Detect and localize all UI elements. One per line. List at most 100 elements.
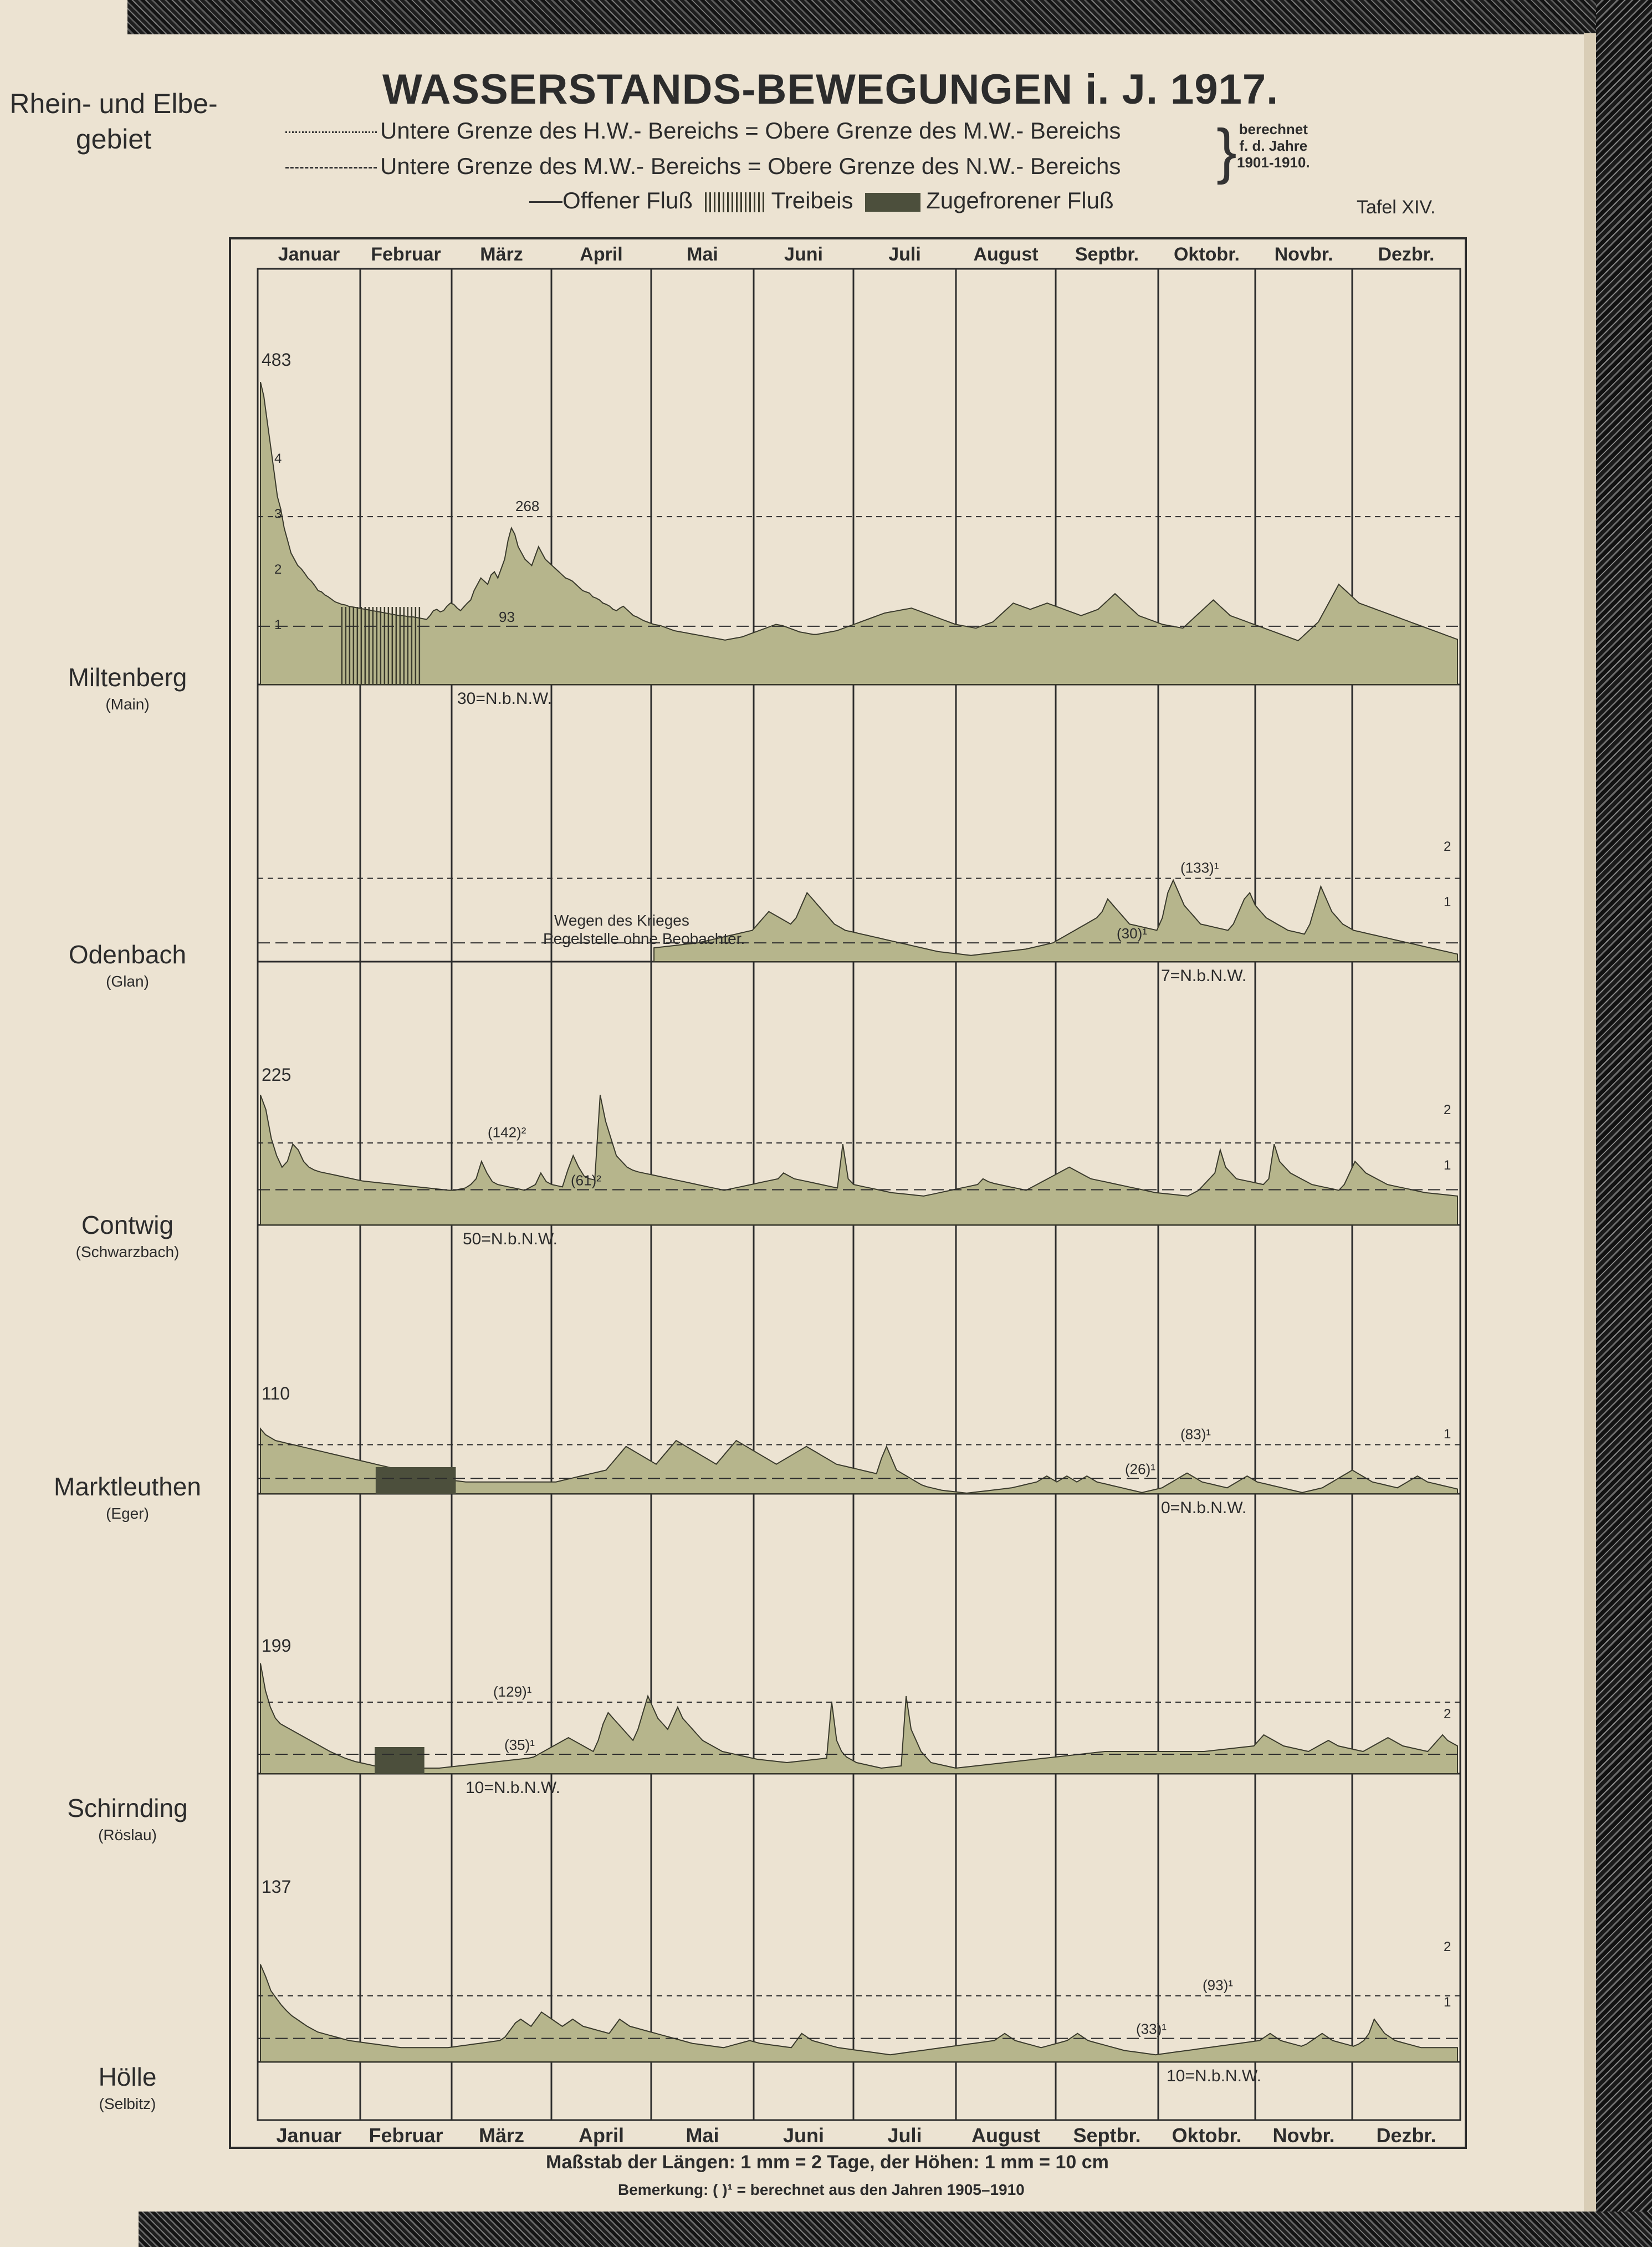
river-name: (Eger)	[106, 1505, 149, 1522]
water-level-chart: Januar Februar März April Mai Juni Juli August S…	[229, 237, 1467, 2149]
month-label-bottom: Januar	[276, 2124, 341, 2147]
hw-value-label: (142)²	[488, 1124, 526, 1141]
marbled-binding-right	[1596, 0, 1652, 2247]
region-line-1: Rhein- und Elbe-	[9, 88, 218, 119]
scale-tick-label: 2	[274, 562, 282, 577]
mw-value-label: (26)¹	[1125, 1460, 1155, 1477]
scale-tick-label: 3	[274, 507, 282, 522]
month-label-top: Novbr.	[1275, 244, 1333, 265]
month-label-bottom: Juli	[887, 2124, 922, 2147]
region-line-2: gebiet	[75, 124, 152, 155]
legend-row-2: Untere Grenze des M.W.- Bereichs = Obere…	[285, 153, 1121, 180]
water-level-area-contwig	[260, 1095, 1458, 1225]
max-value-label: 110	[262, 1383, 290, 1403]
frozen-swatch	[865, 192, 921, 212]
marbled-binding-bottom	[139, 2212, 1652, 2247]
water-level-area-miltenberg	[260, 381, 1458, 685]
scale-tick-label: 4	[274, 451, 282, 466]
station-name: Schirnding	[67, 1794, 188, 1822]
footer-scale: Maßstab der Längen: 1 mm = 2 Tage, der H…	[546, 2152, 1109, 2173]
calc-note-1: berechnet	[1239, 121, 1308, 137]
station-name: Hölle	[98, 2062, 157, 2091]
month-label-top: Septbr.	[1075, 244, 1139, 265]
legend-row-1: Untere Grenze des H.W.- Bereichs = Obere…	[285, 118, 1121, 144]
calc-note: berechnet f. d. Jahre 1901-1910.	[1237, 121, 1310, 171]
brace-icon: }	[1216, 117, 1237, 185]
scale-tick-label: 2	[1444, 839, 1451, 854]
calc-note-3: 1901-1910.	[1237, 154, 1310, 171]
river-name: (Röslau)	[98, 1826, 157, 1843]
war-note-line-1: Wegen des Krieges	[554, 912, 689, 929]
river-name: (Main)	[105, 696, 150, 713]
month-label-bottom: Novbr.	[1272, 2124, 1334, 2147]
frozen-river-block	[375, 1747, 424, 1774]
hw-value-label: (93)¹	[1203, 1977, 1233, 1994]
month-label-bottom: Mai	[686, 2124, 719, 2147]
water-level-area-schirnding	[260, 1663, 1458, 1774]
dotted-line-sample	[285, 131, 377, 134]
region-label: Rhein- und Elbe- gebiet	[0, 86, 227, 157]
dashed-line-sample	[285, 167, 377, 169]
month-label-top: Dezbr.	[1378, 244, 1434, 265]
scale-tick-label: 1	[1444, 1427, 1451, 1442]
legend-mw-text: Untere Grenze des M.W.- Bereichs = Obere…	[380, 153, 1121, 179]
chart-frame	[229, 237, 1467, 2149]
max-value-label: 137	[262, 1877, 291, 1897]
war-note-line-2: Pegelstelle ohne Beobachter.	[543, 930, 745, 947]
month-label-bottom: April	[579, 2124, 624, 2147]
month-label-bottom: März	[479, 2124, 524, 2147]
scale-tick-label: 1	[1444, 1995, 1451, 2010]
scale-tick-label: 2	[1444, 1939, 1451, 1954]
plate-number: Tafel XIV.	[1357, 197, 1436, 218]
station-label-contwig: Contwig (Schwarzbach)	[17, 1210, 238, 1261]
station-name: Odenbach	[68, 940, 187, 969]
scale-tick-label: 1	[274, 617, 282, 632]
station-label-hoelle: Hölle (Selbitz)	[17, 2062, 238, 2113]
nnw-label: 50=N.b.N.W.	[463, 1230, 558, 1248]
station-name: Contwig	[81, 1211, 174, 1239]
mw-value-label: (35)¹	[504, 1737, 535, 1753]
nnw-label: 30=N.b.N.W.	[457, 690, 552, 708]
station-name: Miltenberg	[68, 663, 187, 692]
month-label-bottom: Juni	[783, 2124, 824, 2147]
station-label-miltenberg: Miltenberg (Main)	[17, 662, 238, 713]
legend-drift-text: Treibeis	[771, 187, 853, 213]
month-label-top: Oktobr.	[1174, 244, 1240, 265]
max-value-label: 225	[262, 1065, 291, 1085]
mw-value-label: 93	[499, 609, 515, 625]
water-level-area-odenbach	[653, 879, 1458, 962]
month-label-bottom: Oktobr.	[1172, 2124, 1241, 2147]
month-label-top: Juni	[784, 244, 823, 265]
nnw-label: 10=N.b.N.W.	[1167, 2067, 1261, 2085]
nnw-label: 7=N.b.N.W.	[1161, 967, 1246, 985]
plot-frame	[257, 268, 1461, 2121]
month-label-top: August	[973, 244, 1038, 265]
river-name: (Glan)	[106, 973, 149, 990]
river-name: (Schwarzbach)	[75, 1243, 180, 1260]
month-label-top: April	[580, 244, 622, 265]
scale-tick-label: 2	[1444, 1707, 1451, 1722]
solid-line-sample	[529, 201, 562, 203]
hw-value-label: (83)¹	[1180, 1426, 1211, 1442]
nnw-label: 0=N.b.N.W.	[1161, 1499, 1246, 1517]
legend-hw-text: Untere Grenze des H.W.- Bereichs = Obere…	[380, 118, 1121, 144]
month-label-bottom: Februar	[369, 2124, 443, 2147]
station-label-schirnding: Schirnding (Röslau)	[17, 1793, 238, 1844]
max-value-label: 483	[262, 350, 291, 370]
month-label-top: Mai	[687, 244, 718, 265]
month-label-top: Juli	[888, 244, 921, 265]
drift-ice-swatch	[704, 192, 766, 212]
mw-value-label: (33)¹	[1136, 2021, 1167, 2037]
water-level-area-hölle	[260, 1964, 1458, 2062]
legend-open-text: Offener Fluß	[562, 187, 693, 213]
month-label-top: Januar	[278, 244, 340, 265]
mw-value-label: (61)²	[571, 1172, 601, 1188]
scale-tick-label: 1	[1444, 895, 1451, 910]
nnw-label: 10=N.b.N.W.	[466, 1779, 560, 1797]
max-value-label: 199	[262, 1636, 291, 1656]
month-label-top: März	[480, 244, 523, 265]
calc-note-2: f. d. Jahre	[1239, 137, 1308, 154]
station-label-odenbach: Odenbach (Glan)	[17, 939, 238, 990]
legend-frozen-text: Zugefrorener Fluß	[926, 187, 1114, 213]
